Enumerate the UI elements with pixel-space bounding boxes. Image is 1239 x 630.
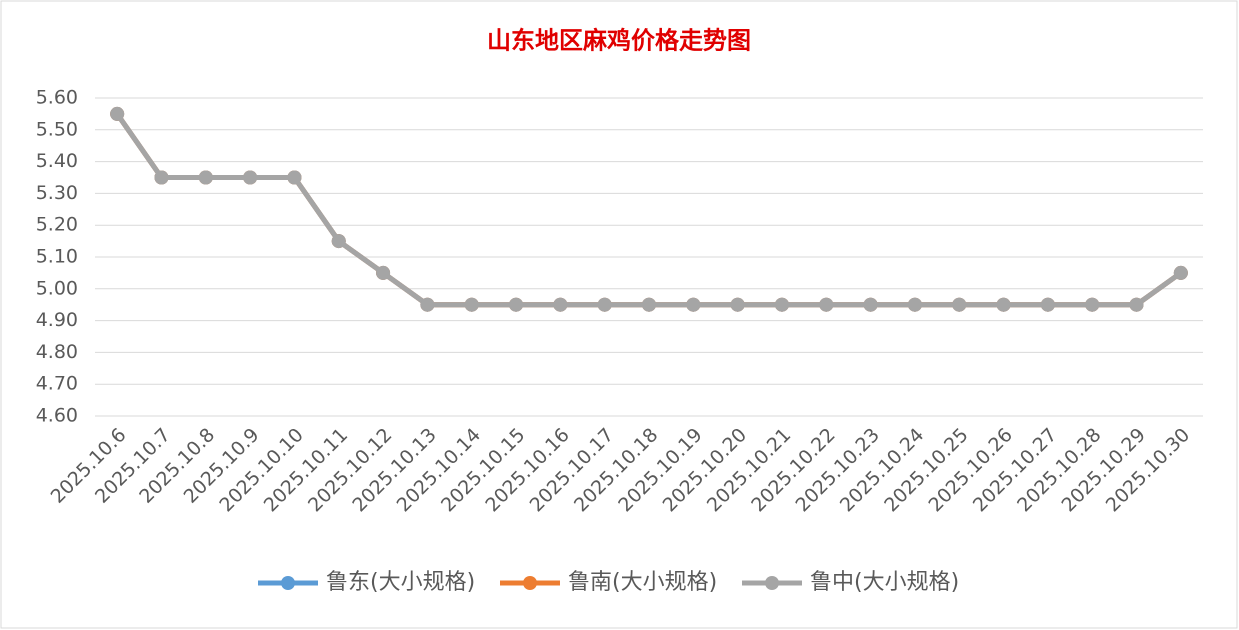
series-marker (331, 234, 346, 249)
y-tick-label: 5.20 (36, 214, 78, 236)
y-tick-label: 4.60 (36, 405, 78, 427)
series-marker (1085, 297, 1100, 312)
series-marker (819, 297, 834, 312)
y-tick-label: 5.00 (36, 277, 78, 299)
series-marker (420, 297, 435, 312)
y-tick-label: 4.90 (36, 309, 78, 331)
series-marker (952, 297, 967, 312)
series-marker (509, 297, 524, 312)
legend-label: 鲁东(大小规格) (326, 570, 475, 595)
legend-marker (281, 576, 295, 590)
series-marker (996, 297, 1011, 312)
chart-title: 山东地区麻鸡价格走势图 (487, 26, 751, 55)
y-tick-label: 5.10 (36, 246, 78, 268)
series-marker (553, 297, 568, 312)
y-tick-label: 4.70 (36, 373, 78, 395)
series-marker (774, 297, 789, 312)
y-tick-label: 5.40 (36, 150, 78, 172)
series-marker (376, 265, 391, 280)
series-marker (1040, 297, 1055, 312)
y-tick-label: 5.30 (36, 182, 78, 204)
legend-marker (765, 576, 779, 590)
series-marker (464, 297, 479, 312)
series-marker (243, 170, 258, 185)
series-marker (1173, 265, 1188, 280)
legend-label: 鲁中(大小规格) (810, 570, 959, 595)
series-marker (642, 297, 656, 312)
series-marker (198, 170, 213, 185)
series-marker (287, 170, 302, 185)
series-marker (110, 106, 125, 121)
legend-marker (523, 576, 537, 590)
y-tick-label: 5.60 (36, 87, 78, 109)
y-tick-label: 4.80 (36, 341, 78, 363)
series-marker (597, 297, 612, 312)
y-tick-label: 5.50 (36, 118, 78, 140)
series-marker (730, 297, 745, 312)
legend-label: 鲁南(大小规格) (568, 570, 717, 595)
series-marker (154, 170, 169, 185)
series-marker (863, 297, 878, 312)
series-marker (686, 297, 701, 312)
series-marker (907, 297, 922, 312)
series-marker (1129, 297, 1144, 312)
